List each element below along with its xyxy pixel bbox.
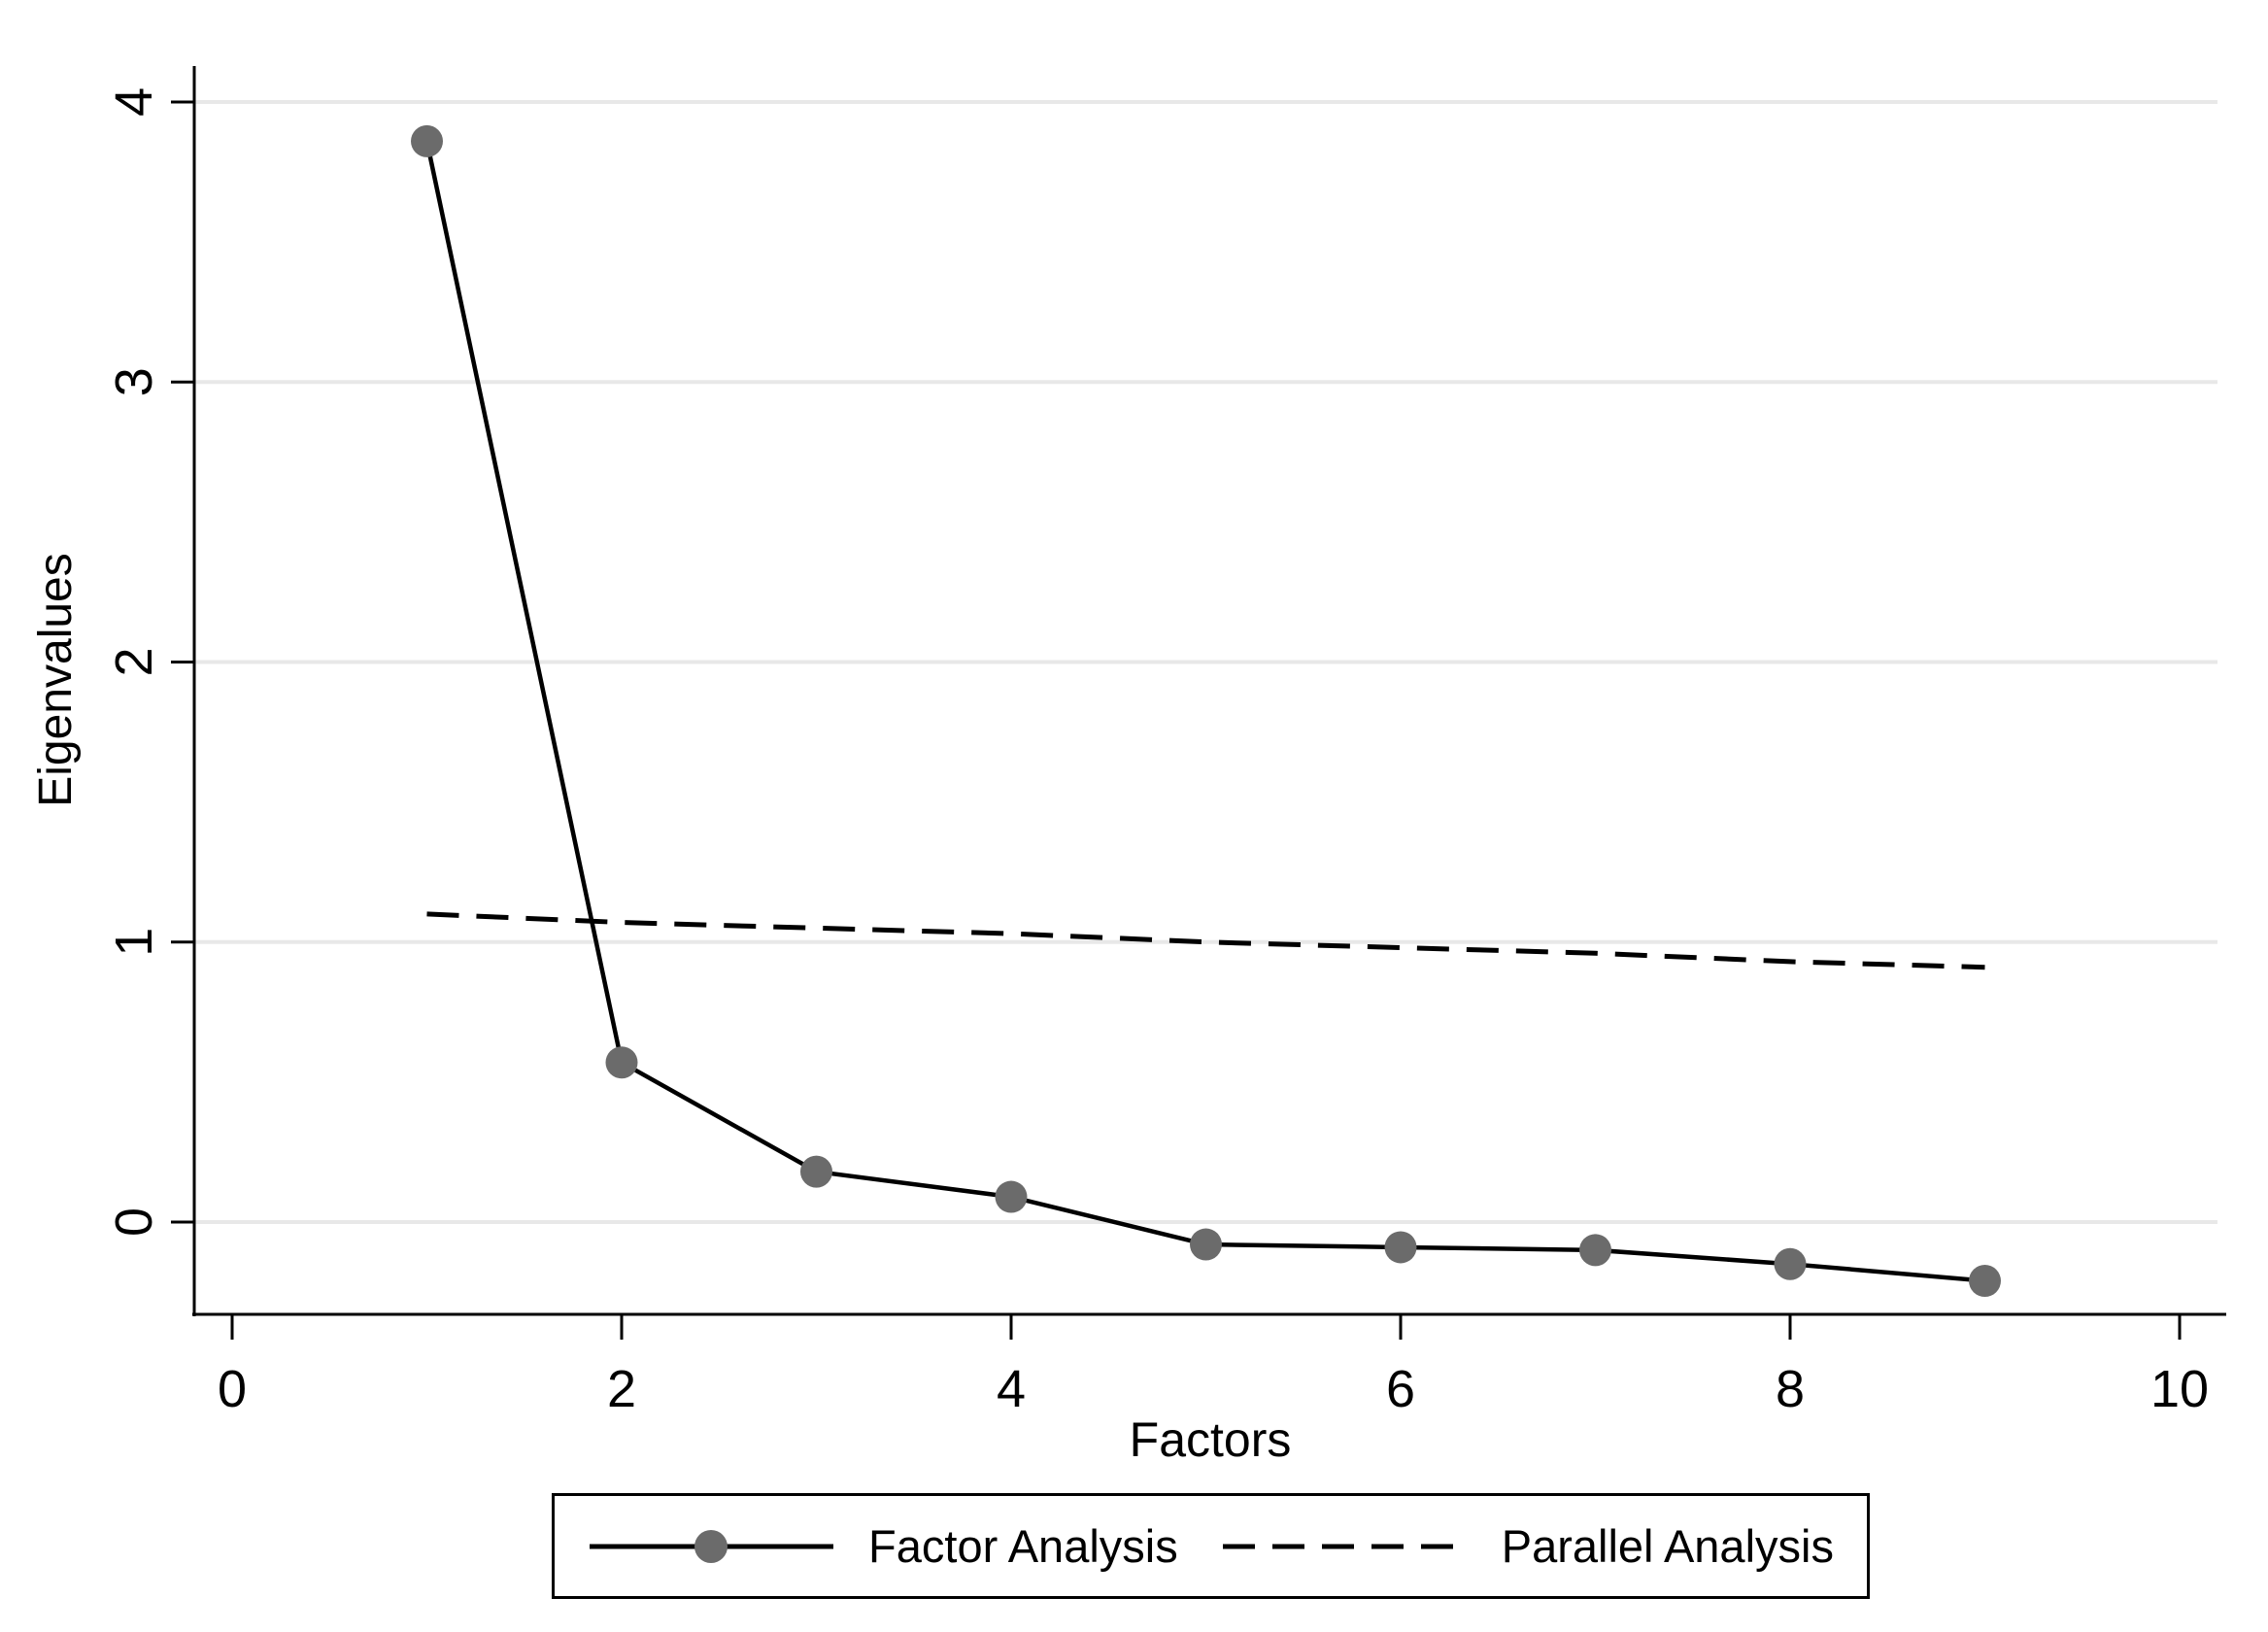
x-tick-label: 8 <box>1776 1360 1805 1418</box>
data-point-marker <box>1579 1234 1611 1267</box>
x-tick-label: 10 <box>2150 1360 2209 1418</box>
legend-label-factor-analysis: Factor Analysis <box>868 1519 1178 1572</box>
legend: Factor Analysis Parallel Analysis <box>552 1493 1870 1599</box>
data-point-marker <box>995 1180 1028 1213</box>
legend-item-parallel-analysis: Parallel Analysis <box>1221 1519 1834 1572</box>
data-point-marker <box>1774 1247 1807 1280</box>
factor-analysis-line <box>424 140 1985 1283</box>
data-point-marker <box>1969 1265 2001 1298</box>
legend-label-parallel-analysis: Parallel Analysis <box>1501 1519 1834 1572</box>
data-point-marker <box>411 124 443 157</box>
parallel-analysis-line <box>426 911 1985 970</box>
y-tick-label: 2 <box>105 647 163 676</box>
data-point-marker <box>800 1155 832 1188</box>
x-tick-label: 2 <box>607 1360 636 1418</box>
y-tick-label: 1 <box>105 928 163 957</box>
y-tick-label: 3 <box>105 367 163 396</box>
x-tick-label: 4 <box>997 1360 1026 1418</box>
x-tick-label: 6 <box>1386 1360 1415 1418</box>
parallel-analysis-key-icon <box>1222 1544 1467 1548</box>
x-axis-title: Factors <box>1129 1412 1292 1467</box>
y-tick-label: 4 <box>105 87 163 117</box>
data-point-marker <box>605 1046 638 1079</box>
legend-item-factor-analysis: Factor Analysis <box>588 1519 1178 1572</box>
y-axis-title: Eigenvalues <box>30 553 82 807</box>
x-tick-label: 0 <box>218 1360 247 1418</box>
y-tick-label: 0 <box>105 1207 163 1237</box>
data-point-marker <box>1190 1228 1222 1261</box>
data-point-marker <box>1384 1231 1417 1264</box>
factor-analysis-key-icon <box>590 1529 834 1563</box>
